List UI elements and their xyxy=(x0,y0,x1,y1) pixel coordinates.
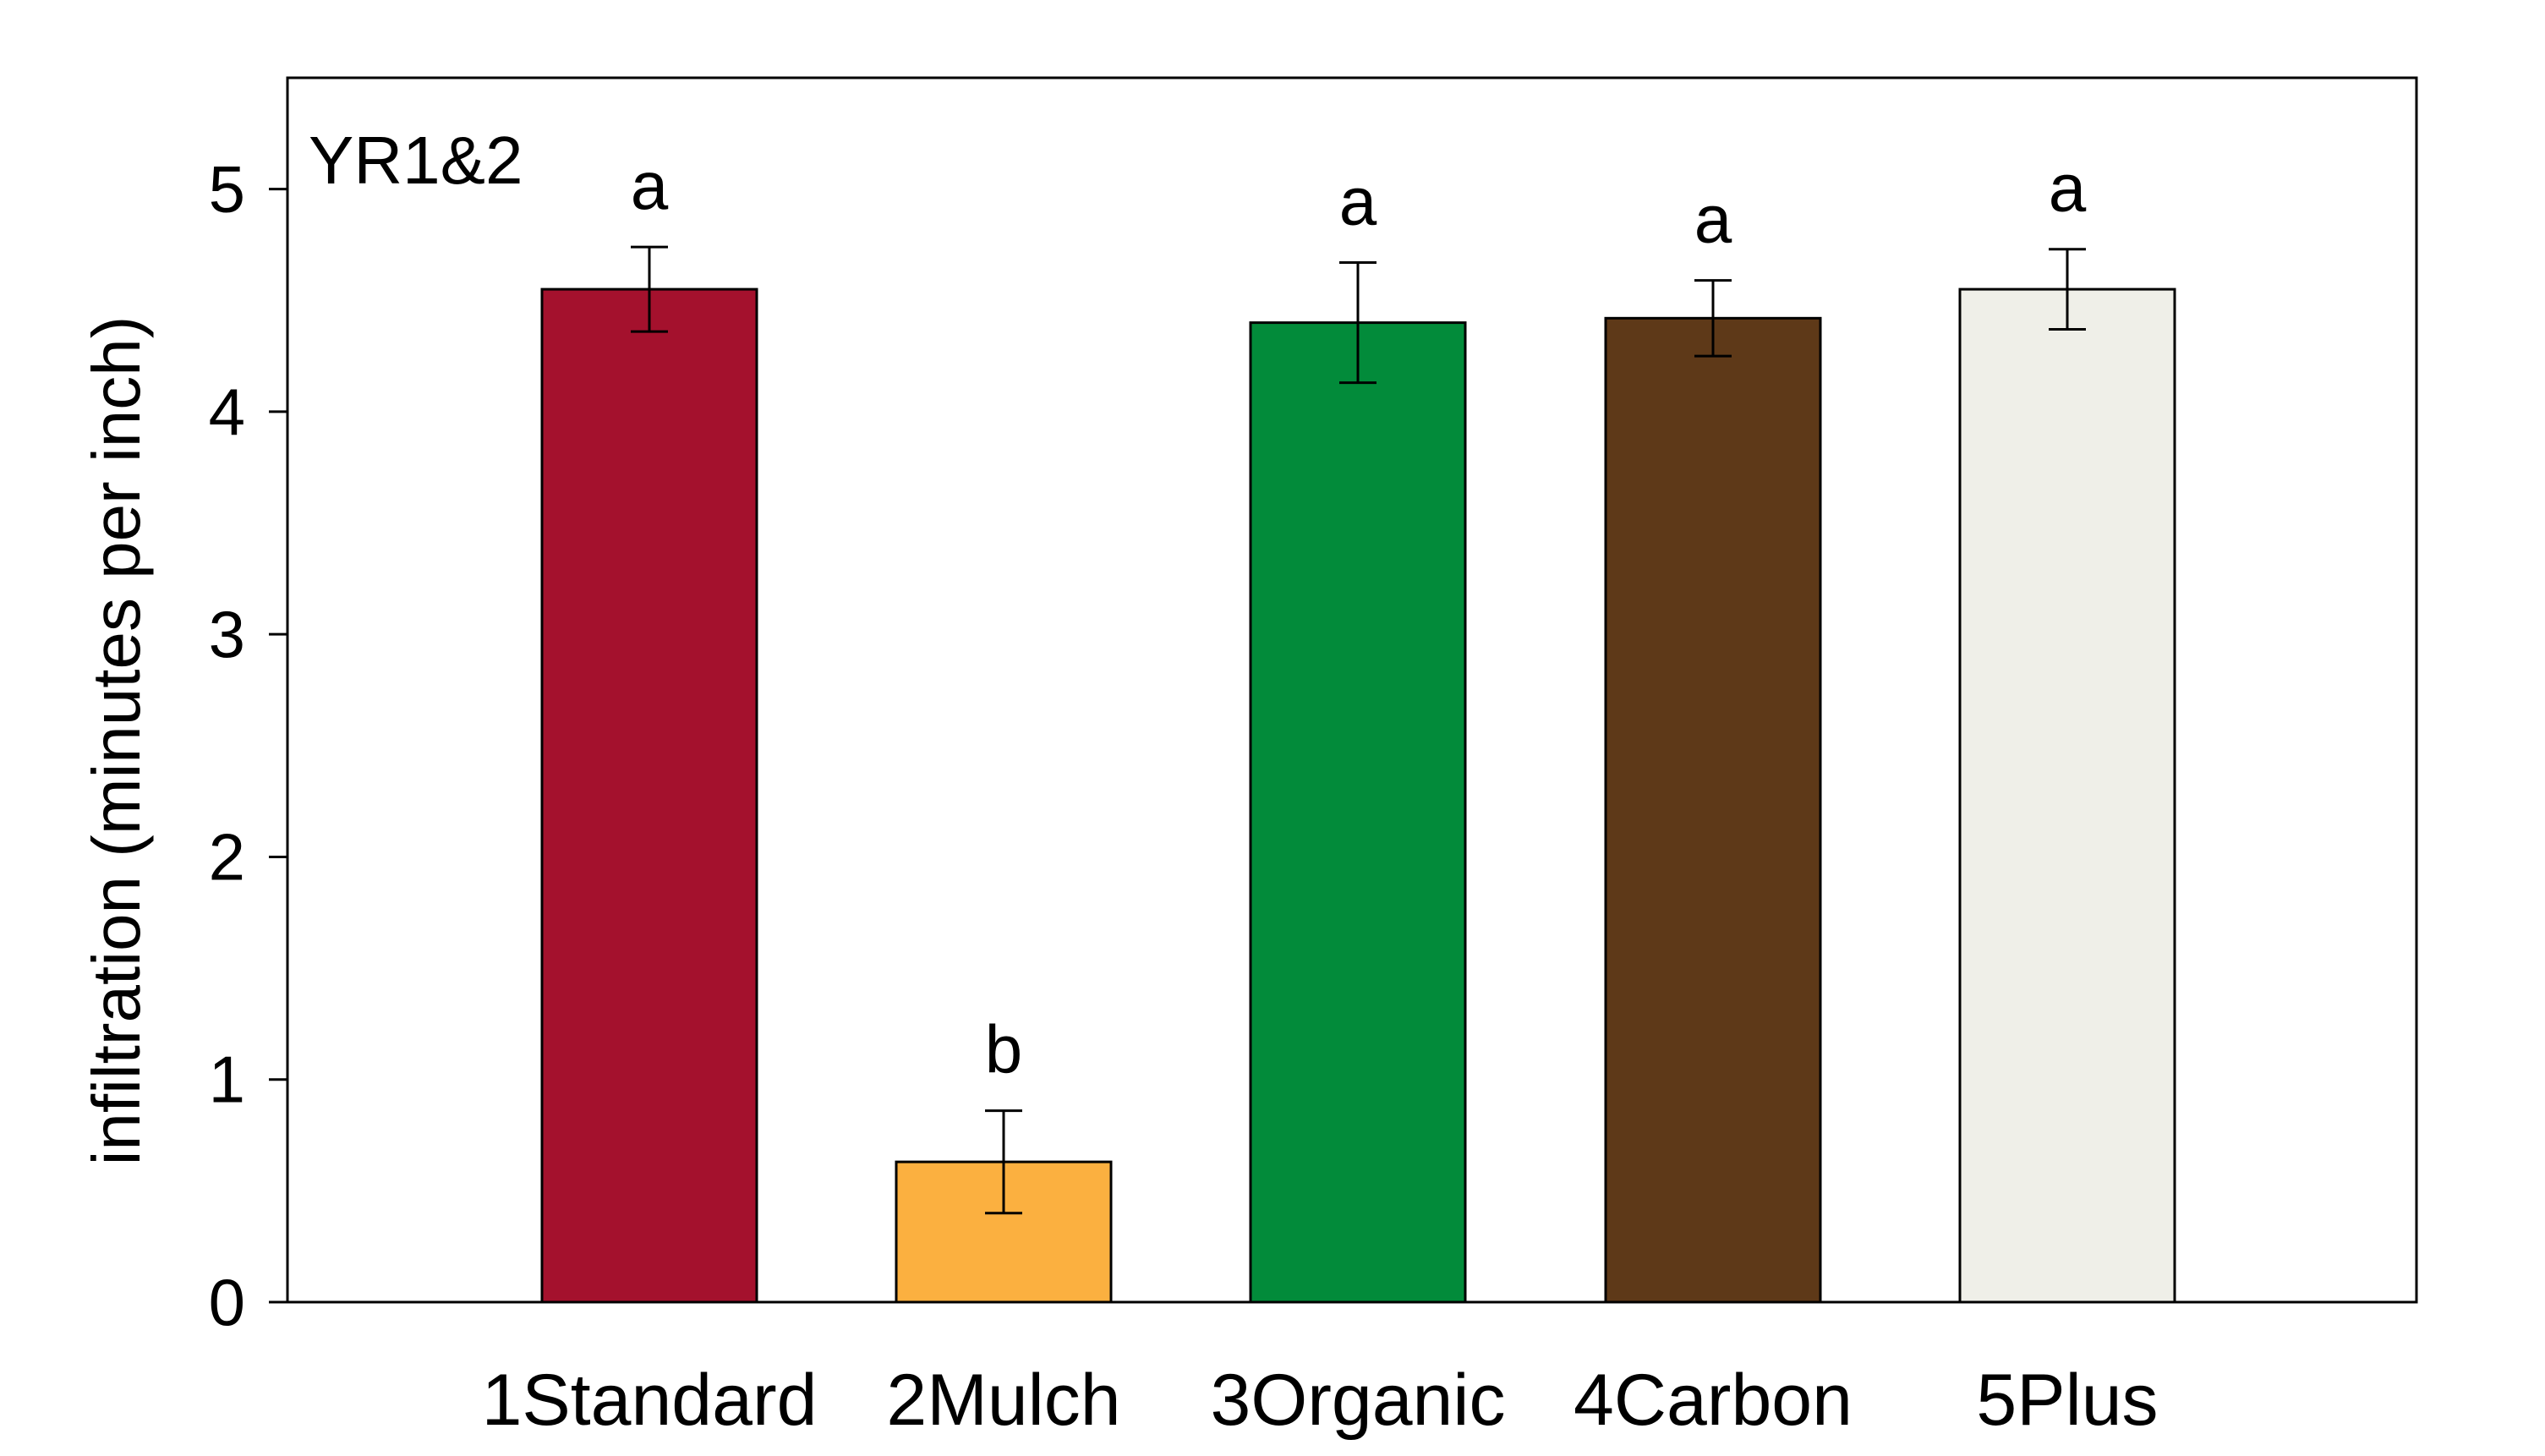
y-tick-label: 4 xyxy=(209,375,245,449)
significance-label: a xyxy=(2049,151,2087,226)
significance-label: b xyxy=(985,1012,1023,1087)
panel-label: YR1&2 xyxy=(309,123,523,198)
bar-3organic xyxy=(1249,321,1467,1304)
y-tick-label: 1 xyxy=(209,1043,245,1117)
y-tick-label: 3 xyxy=(209,597,245,671)
significance-labels-layer: a b a a a xyxy=(631,148,2087,1087)
error-bars-layer xyxy=(631,245,2086,1215)
significance-label: a xyxy=(631,148,669,223)
y-axis: 0 1 2 3 4 5 xyxy=(209,152,287,1339)
y-tick-label: 0 xyxy=(209,1265,245,1339)
y-axis-title: infiltration (minutes per inch) xyxy=(79,316,154,1166)
significance-label: a xyxy=(1694,182,1732,257)
plot-frame xyxy=(286,76,2418,1304)
bar-4carbon xyxy=(1604,316,1822,1304)
bars-layer xyxy=(540,287,2176,1304)
significance-label: a xyxy=(1339,164,1377,239)
x-axis: 1Standard 2Mulch 3Organic 4Carbon 5Plus xyxy=(482,1360,2159,1441)
y-tick-label: 2 xyxy=(209,819,245,894)
y-tick-label: 5 xyxy=(209,152,245,227)
bar-1standard xyxy=(540,287,758,1304)
x-category-label: 3Organic xyxy=(1211,1360,1506,1441)
x-category-label: 2Mulch xyxy=(886,1360,1120,1441)
x-category-label: 4Carbon xyxy=(1574,1360,1853,1441)
bar-5plus xyxy=(1958,287,2176,1304)
x-category-label: 1Standard xyxy=(482,1360,818,1441)
x-category-label: 5Plus xyxy=(1976,1360,2158,1441)
